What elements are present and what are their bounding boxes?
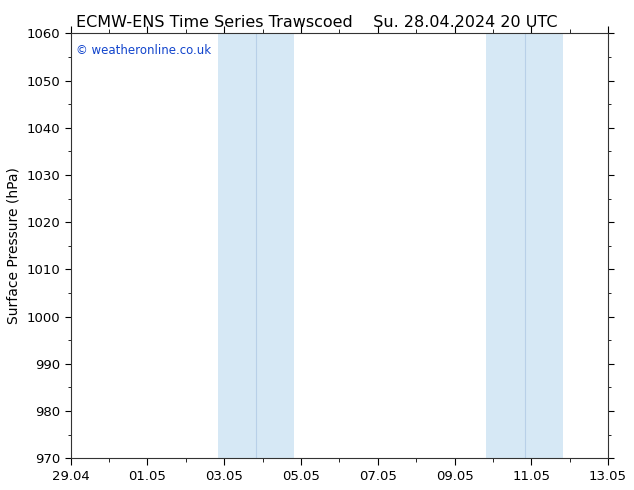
Bar xyxy=(217,33,256,458)
Bar xyxy=(525,33,563,458)
Text: © weatheronline.co.uk: © weatheronline.co.uk xyxy=(76,44,211,57)
Text: ECMW-ENS Time Series Trawscoed    Su. 28.04.2024 20 UTC: ECMW-ENS Time Series Trawscoed Su. 28.04… xyxy=(76,15,558,30)
Y-axis label: Surface Pressure (hPa): Surface Pressure (hPa) xyxy=(7,168,21,324)
Bar xyxy=(486,33,525,458)
Bar xyxy=(256,33,294,458)
